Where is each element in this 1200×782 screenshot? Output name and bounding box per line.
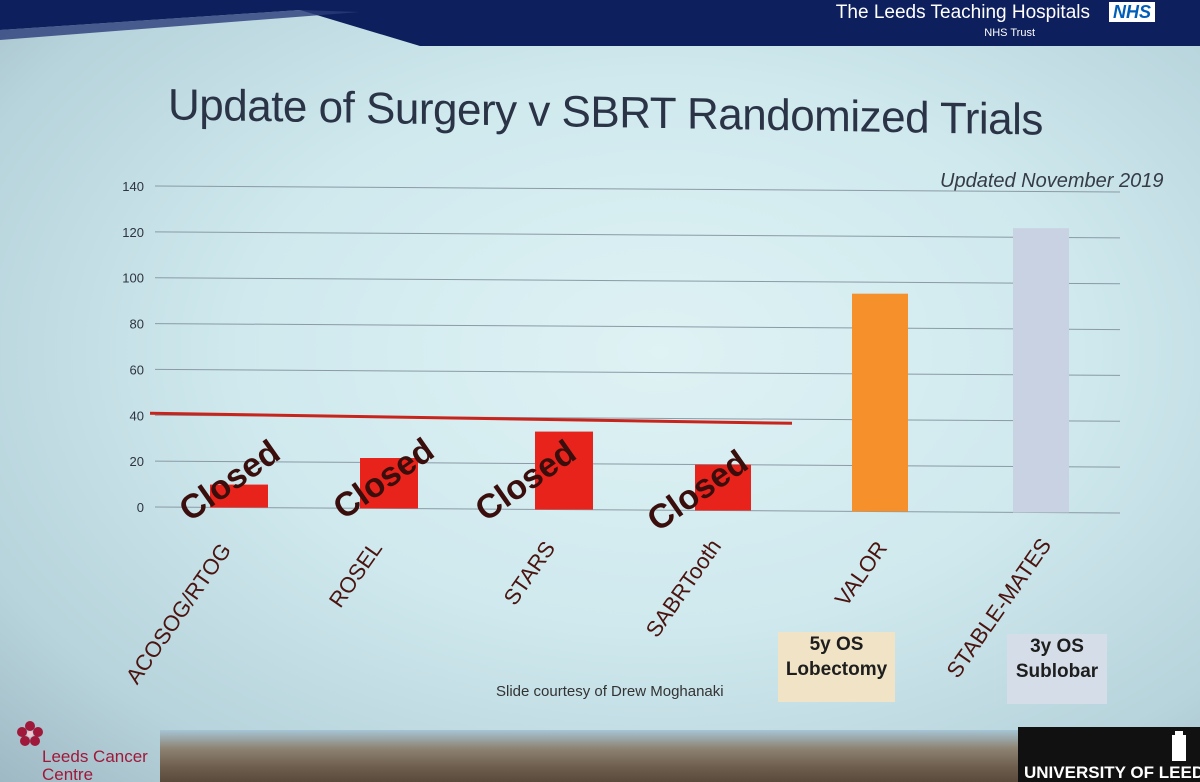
updated-label: Updated November 2019 [940,170,1164,192]
closed-stamp-rosel: Closed [326,431,441,527]
x-tick-label-stars: STARS [498,537,560,610]
gridline-80 [154,323,1121,331]
stable-annotation-line2: Sublobar [1015,661,1099,682]
y-tick-label-0: 0 [137,500,144,515]
x-tick-label-sabrtooth: SABRTooth [641,535,726,642]
stable-annotation-line1: 3y OS [1030,636,1084,657]
valor-annotation-line2: Lobectomy [785,659,888,680]
bar-valor [852,293,908,512]
lcc-line1: Leeds Cancer [42,747,148,766]
university-logo-block [1018,727,1200,782]
leeds-cancer-centre-label: Leeds Cancer Centre [42,748,148,782]
valor-annotation: 5y OS Lobectomy [778,632,895,702]
header-band [0,0,1200,46]
gridline-20 [154,460,1121,468]
gridline-120 [154,231,1121,239]
closed-stamp-acosog-rtog: Closed [172,433,287,529]
gridline-0 [154,506,1121,514]
bar-rosel [360,458,418,509]
bar-acosog-rtog [210,484,268,508]
nhs-trust-label: NHS Trust [984,27,1035,39]
y-tick-label-120: 120 [122,225,144,240]
gridline-60 [154,368,1121,376]
y-tick-label-140: 140 [122,179,144,194]
x-tick-label-acosog-rtog: ACOSOG/RTOG [121,539,236,689]
gridline-140 [154,185,1121,193]
x-tick-label-valor: VALOR [830,537,892,611]
courtesy-note: Slide courtesy of Drew Moghanaki [496,683,724,700]
valor-annotation-line1: 5y OS [809,634,864,655]
x-tick-label-rosel: ROSEL [324,537,387,612]
bar-stable-mates [1013,228,1069,513]
bar-stars [535,431,593,510]
leeds-cancer-centre-logo-icon [17,721,43,746]
university-crest-icon [1172,731,1186,761]
y-tick-label-100: 100 [122,271,144,286]
nhs-logo: NHS [1108,2,1155,22]
y-tick-label-60: 60 [130,362,144,377]
y-tick-label-20: 20 [130,454,144,469]
gridline-100 [154,277,1121,285]
hospital-name: The Leeds Teaching Hospitals [835,2,1090,23]
bar-sabrtooth [695,464,751,511]
y-tick-label-80: 80 [130,317,144,332]
stable-mates-annotation: 3y OS Sublobar [1007,634,1107,704]
city-skyline-image [160,730,1030,782]
university-of-leeds-label: UNIVERSITY OF LEEDS [1024,763,1200,782]
y-tick-label-40: 40 [130,408,144,423]
threshold-line [149,411,793,425]
lcc-line2: Centre [42,765,94,782]
